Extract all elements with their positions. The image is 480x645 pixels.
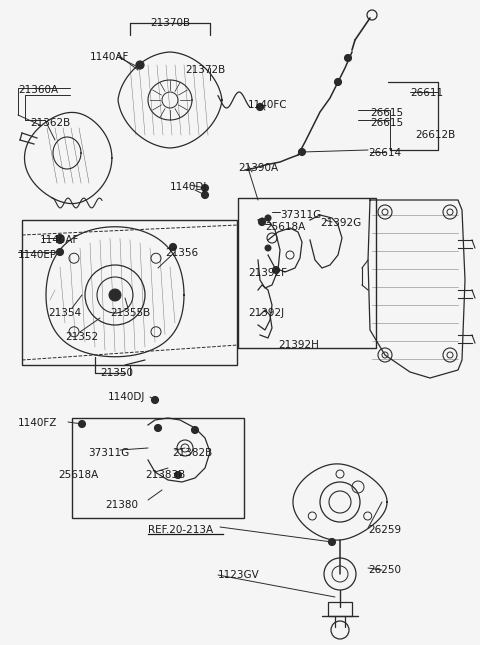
Bar <box>72 418 244 518</box>
Circle shape <box>155 424 161 432</box>
Text: 25618A: 25618A <box>58 470 98 480</box>
Text: 25618A: 25618A <box>265 222 305 232</box>
Text: 21392F: 21392F <box>248 268 287 278</box>
Text: 21383B: 21383B <box>145 470 185 480</box>
Circle shape <box>265 245 271 251</box>
Text: 1123GV: 1123GV <box>218 570 260 580</box>
Circle shape <box>57 235 63 241</box>
Text: 37311G: 37311G <box>88 448 129 458</box>
Circle shape <box>202 184 208 192</box>
Text: 21382B: 21382B <box>172 448 212 458</box>
Text: 1140EP: 1140EP <box>18 250 57 260</box>
Bar <box>22 220 237 365</box>
Text: 21360A: 21360A <box>18 85 58 95</box>
Circle shape <box>335 79 341 86</box>
Text: 1140FZ: 1140FZ <box>18 418 58 428</box>
Text: 21392J: 21392J <box>248 308 284 318</box>
Circle shape <box>57 237 63 244</box>
Circle shape <box>169 244 177 250</box>
Circle shape <box>299 148 305 155</box>
Circle shape <box>109 289 121 301</box>
Circle shape <box>345 54 351 61</box>
Text: 1140AF: 1140AF <box>40 235 79 245</box>
Text: 1140DJ: 1140DJ <box>108 392 145 402</box>
Circle shape <box>79 421 85 428</box>
Text: 21390A: 21390A <box>238 163 278 173</box>
Circle shape <box>152 397 158 404</box>
Text: 37311G: 37311G <box>280 210 321 220</box>
Circle shape <box>256 103 264 110</box>
Circle shape <box>192 426 199 433</box>
Circle shape <box>265 215 271 221</box>
Text: 21355B: 21355B <box>110 308 150 318</box>
Circle shape <box>136 61 144 69</box>
Bar <box>328 602 352 616</box>
Text: 26611: 26611 <box>410 88 443 98</box>
Text: 21370B: 21370B <box>150 18 190 28</box>
Text: 21352: 21352 <box>65 332 98 342</box>
Text: 26259: 26259 <box>368 525 401 535</box>
Text: 21392H: 21392H <box>278 340 319 350</box>
Text: 26615: 26615 <box>370 108 403 118</box>
Text: 21362B: 21362B <box>30 118 70 128</box>
Text: 21392G: 21392G <box>320 218 361 228</box>
Text: 1140FC: 1140FC <box>248 100 288 110</box>
Text: 26614: 26614 <box>368 148 401 158</box>
Text: 21380: 21380 <box>105 500 138 510</box>
Text: 1140DJ: 1140DJ <box>170 182 207 192</box>
Circle shape <box>202 192 208 199</box>
Bar <box>238 198 376 348</box>
Circle shape <box>273 266 279 273</box>
Text: 21350: 21350 <box>100 368 133 378</box>
Text: 21356: 21356 <box>165 248 198 258</box>
Circle shape <box>259 219 265 226</box>
Circle shape <box>175 471 181 479</box>
Text: REF.20-213A: REF.20-213A <box>148 525 213 535</box>
Circle shape <box>57 248 63 255</box>
Text: 26250: 26250 <box>368 565 401 575</box>
Text: 26612B: 26612B <box>415 130 455 140</box>
Text: 21372B: 21372B <box>185 65 225 75</box>
Circle shape <box>328 539 336 546</box>
Text: 1140AF: 1140AF <box>90 52 130 62</box>
Text: 21354: 21354 <box>48 308 81 318</box>
Text: 26615: 26615 <box>370 118 403 128</box>
